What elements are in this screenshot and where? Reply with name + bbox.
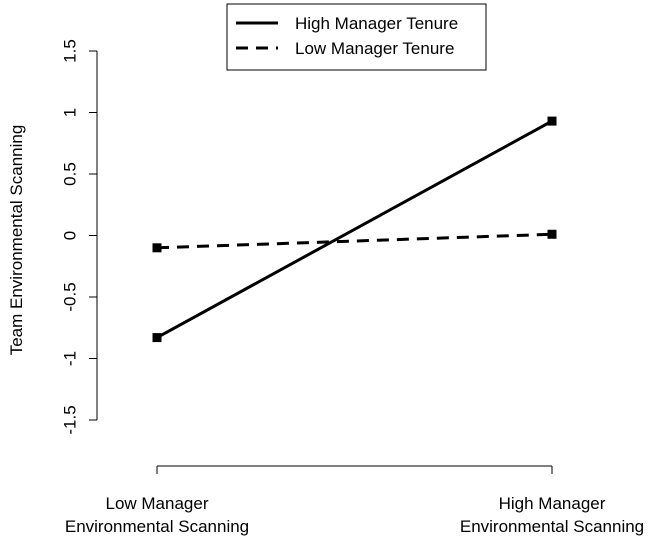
y-tick-label: 0 [60, 231, 79, 240]
y-tick-label: 0.5 [60, 162, 79, 186]
y-tick-label: -0.5 [60, 282, 79, 311]
x-tick-label-line2: Environmental Scanning [460, 517, 644, 536]
series-line [156, 119, 553, 339]
x-tick-label-line1: Low Manager [105, 494, 208, 513]
x-axis: Low Manager Environmental Scanning High Ma… [65, 465, 644, 536]
series-group [152, 116, 557, 343]
series-dashed [152, 229, 557, 253]
x-tick-label-line1: High Manager [499, 494, 606, 513]
legend: High Manager Tenure Low Manager Tenure [226, 3, 487, 71]
legend-label: High Manager Tenure [295, 14, 458, 33]
data-point-marker [547, 229, 557, 239]
legend-box [226, 3, 487, 71]
series-line [156, 232, 553, 250]
y-axis-label: Team Environmental Scanning [7, 125, 26, 356]
legend-label: Low Manager Tenure [295, 39, 454, 58]
y-tick-label: 1.5 [60, 39, 79, 63]
y-tick-label: -1.5 [60, 405, 79, 434]
data-point-marker [152, 243, 162, 253]
y-axis: -1.5 -1 -0.5 0 0.5 1 1.5 [60, 39, 98, 435]
data-point-marker [547, 116, 557, 126]
x-tick-label-line2: Environmental Scanning [65, 517, 249, 536]
y-tick-label: -1 [60, 351, 79, 366]
y-tick-label: 1 [60, 108, 79, 117]
series-solid [152, 116, 557, 343]
data-point-marker [152, 333, 162, 343]
